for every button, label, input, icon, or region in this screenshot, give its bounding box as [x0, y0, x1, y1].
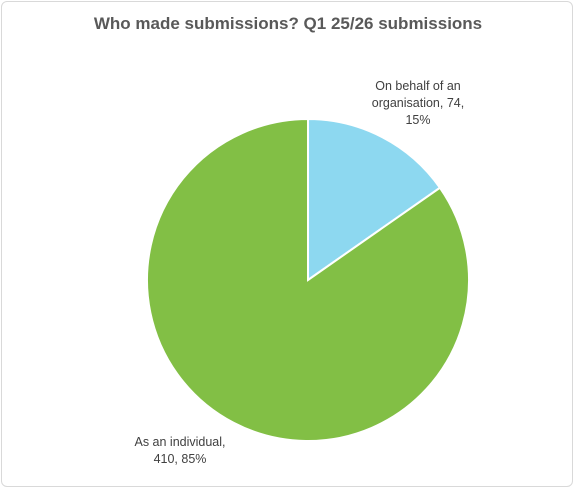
data-label-line: organisation, 74,: [371, 96, 465, 110]
data-label-organisation: On behalf of an organisation, 74, 15%: [358, 78, 478, 129]
pie-slice-1: [146, 117, 470, 442]
data-label-individual: As an individual, 410, 85%: [120, 434, 240, 468]
data-label-line: 410, 85%: [153, 452, 207, 466]
data-label-line: On behalf of an: [375, 79, 461, 93]
data-label-line: 15%: [405, 113, 431, 127]
pie-slice-0: [307, 117, 442, 282]
data-label-line: As an individual,: [134, 435, 226, 449]
chart-title: Who made submissions? Q1 25/26 submissio…: [93, 14, 483, 33]
